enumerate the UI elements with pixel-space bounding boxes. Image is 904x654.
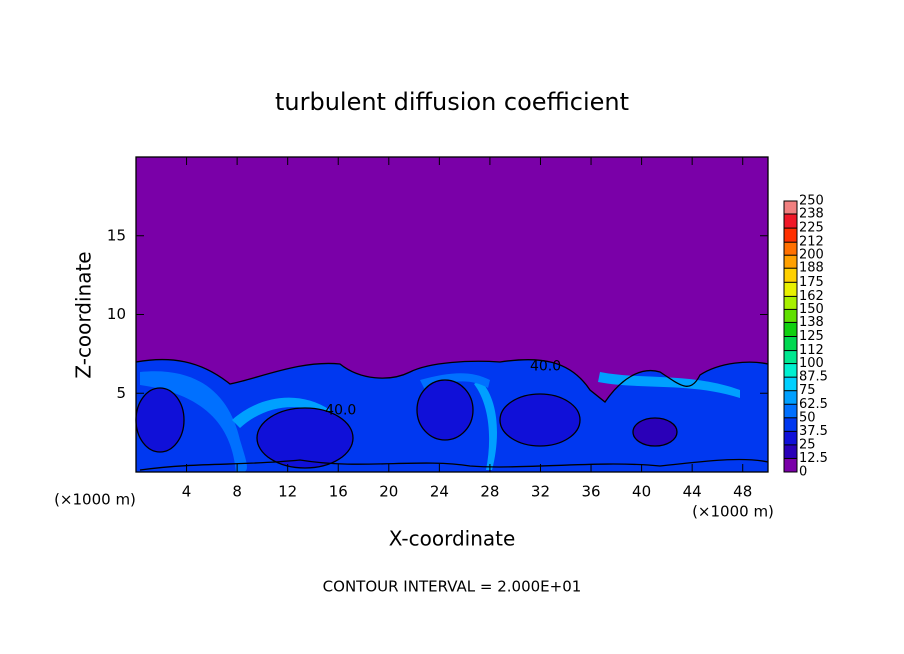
x-tick-label: 4 (182, 483, 192, 501)
contour-line (139, 458, 769, 471)
x-tick-label: 16 (329, 483, 348, 501)
chart-title: turbulent diffusion coefficient (275, 88, 629, 116)
core (417, 380, 473, 440)
colorbar-segment (784, 458, 797, 472)
colorbar-tick-label: 225 (799, 221, 824, 236)
colorbar-tick-label: 238 (799, 207, 824, 222)
colorbar-tick-label: 50 (799, 410, 816, 425)
colorbar-segment (784, 255, 797, 269)
colorbar-segment (784, 296, 797, 310)
colorbar-tick-label: 12.5 (799, 451, 828, 466)
colorbar-segment (784, 214, 797, 229)
colorbar-segment (784, 431, 797, 445)
contour-line (135, 358, 769, 403)
colorbar-segment (784, 336, 797, 351)
x-tick-label: 48 (733, 483, 752, 501)
colorbar-tick-label: 150 (799, 302, 824, 317)
contour-label: 40.0 (325, 403, 356, 419)
x-tick-label: 44 (683, 483, 702, 501)
x-tick-label: 24 (430, 483, 449, 501)
colorbar-tick-label: 0 (799, 465, 807, 480)
colorbar-tick-label: 138 (799, 315, 824, 330)
colorbar-tick-label: 87.5 (799, 370, 828, 385)
x-tick-label: 32 (531, 483, 550, 501)
colorbar-tick-label: 75 (799, 383, 816, 398)
colorbar-segment (784, 282, 797, 297)
colorbar-segment (784, 390, 797, 405)
colorbar-segment (784, 377, 797, 391)
colorbar-segment (784, 309, 797, 323)
contour-line (632, 417, 678, 447)
x-axis-label: X-coordinate (389, 527, 516, 551)
colorbar-tick-label: 25 (799, 437, 816, 452)
y-unit: (×1000 m) (54, 491, 136, 509)
colorbar-segment (784, 350, 797, 364)
colorbar-tick-label: 175 (799, 275, 824, 290)
streak (474, 380, 497, 470)
colorbar-segment (784, 363, 797, 378)
colorbar-segment (784, 404, 797, 418)
colorbar-segment (784, 444, 797, 459)
core (633, 418, 677, 446)
contour-label: 40.0 (530, 358, 561, 374)
colorbar-tick-label: 125 (799, 329, 824, 344)
colorbar-tick-label: 212 (799, 235, 824, 250)
x-tick-label: 28 (480, 483, 499, 501)
x-tick-label: 20 (379, 483, 398, 501)
colorbar-segment (784, 228, 797, 243)
streak (598, 372, 740, 398)
contour-line (416, 379, 474, 441)
colorbar-segment (784, 417, 797, 432)
y-tick-label: 10 (107, 305, 126, 323)
colorbar-tick-label: 112 (799, 343, 824, 358)
x-tick-label: 40 (632, 483, 651, 501)
y-axis-label: Z-coordinate (72, 251, 96, 378)
footnote: CONTOUR INTERVAL = 2.000E+01 (323, 578, 582, 596)
core (136, 388, 184, 452)
core (257, 408, 353, 468)
x-tick-label: 8 (232, 483, 242, 501)
field (135, 157, 769, 472)
streak (232, 397, 335, 428)
x-tick-label: 36 (581, 483, 600, 501)
core (500, 394, 580, 446)
y-tick-label: 5 (116, 384, 126, 402)
y-tick-label: 15 (107, 226, 126, 244)
contour-line (256, 407, 354, 469)
x-unit: (×1000 m) (692, 503, 774, 521)
colorbar-tick-label: 37.5 (799, 424, 828, 439)
colorbar-tick-label: 250 (799, 194, 824, 209)
colorbar-segment (784, 322, 797, 337)
colorbar-tick-label: 162 (799, 289, 824, 304)
colorbar-tick-label: 62.5 (799, 397, 828, 412)
contour-line (499, 393, 581, 447)
colorbar-tick-label: 100 (799, 356, 824, 371)
colorbar-tick-label: 188 (799, 261, 824, 276)
colorbar-segment (784, 242, 797, 256)
streak (140, 371, 247, 472)
colorbar-tick-label: 200 (799, 248, 824, 263)
colorbar-segment (784, 268, 797, 283)
colorbar-segment (784, 201, 797, 215)
x-tick-label: 12 (278, 483, 297, 501)
